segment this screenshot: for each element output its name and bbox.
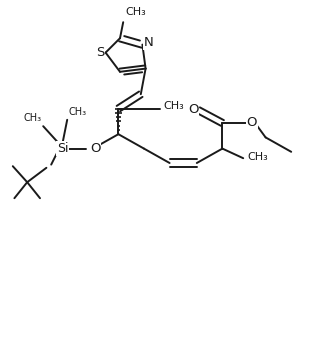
Text: CH₃: CH₃: [23, 113, 42, 123]
Text: CH₃: CH₃: [247, 152, 268, 162]
Text: O: O: [188, 103, 198, 116]
Text: N: N: [143, 37, 153, 50]
Text: O: O: [247, 116, 257, 129]
Text: CH₃: CH₃: [126, 8, 147, 17]
Text: S: S: [96, 46, 104, 59]
Text: Si: Si: [57, 142, 68, 155]
Text: O: O: [90, 142, 100, 155]
Text: CH₃: CH₃: [164, 101, 185, 111]
Text: CH₃: CH₃: [69, 107, 87, 117]
